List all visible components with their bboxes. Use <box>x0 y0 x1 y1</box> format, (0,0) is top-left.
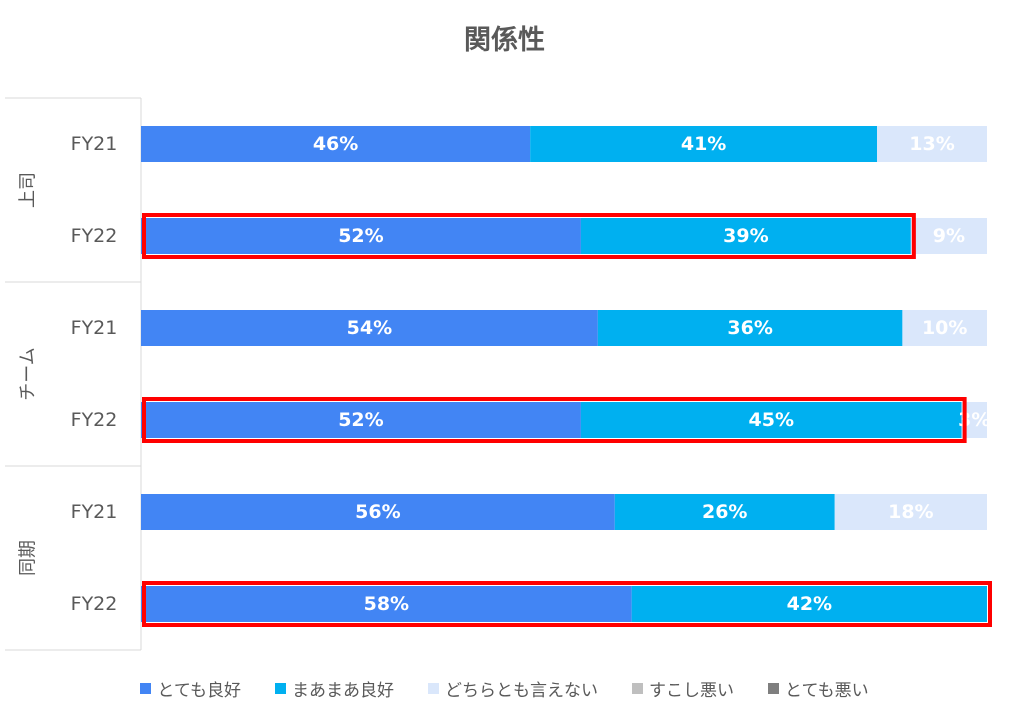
data-label: 56% <box>355 501 400 523</box>
group-label: チーム <box>18 347 39 400</box>
bar-segment <box>141 494 615 530</box>
bar-segment <box>877 126 987 162</box>
legend-swatch <box>275 683 286 694</box>
highlight-box <box>142 397 967 443</box>
category-tick-label: FY21 <box>71 501 118 523</box>
legend-item: どちらとも言えない <box>428 676 598 701</box>
bar-segment <box>141 218 581 254</box>
bar-segment <box>597 310 903 346</box>
category-tick-label: FY22 <box>71 409 118 431</box>
legend-swatch <box>428 683 439 694</box>
bar-segment <box>631 586 987 622</box>
data-label: 54% <box>347 317 392 339</box>
data-label: 9% <box>933 225 965 247</box>
data-label: 46% <box>313 133 358 155</box>
data-label: 52% <box>338 409 383 431</box>
legend-item: とても良好 <box>140 676 241 701</box>
legend-label: まあまあ良好 <box>292 681 394 701</box>
bar-segment <box>530 126 878 162</box>
bar-segment <box>141 126 531 162</box>
category-tick-label: FY21 <box>71 133 118 155</box>
category-tick-label: FY22 <box>71 225 118 247</box>
category-tick-label: FY22 <box>71 593 118 615</box>
legend-label: どちらとも言えない <box>445 681 598 701</box>
data-label: 45% <box>749 409 794 431</box>
bar-segment <box>141 586 632 622</box>
data-label: 58% <box>364 593 409 615</box>
highlight-box <box>142 581 992 627</box>
legend-label: とても悪い <box>785 681 869 701</box>
chart-title: 関係性 <box>464 25 545 56</box>
group-label: 上司 <box>18 172 39 208</box>
bar-segment <box>580 402 962 438</box>
group-label: 同期 <box>18 540 39 576</box>
legend-label: すこし悪い <box>649 681 734 701</box>
legend-swatch <box>140 683 152 694</box>
legend-item: すこし悪い <box>632 676 734 701</box>
highlight-box <box>142 213 916 259</box>
data-label: 26% <box>702 501 747 523</box>
legend-swatch <box>632 683 643 694</box>
bar-segment <box>141 310 598 346</box>
legend: とても良好 まあまあ良好 どちらとも言えない すこし悪い とても悪い <box>0 676 1009 701</box>
data-label: 18% <box>888 501 933 523</box>
data-label: 39% <box>723 225 768 247</box>
data-label: 42% <box>787 593 832 615</box>
bar-segment <box>614 494 835 530</box>
category-tick-label: FY21 <box>71 317 118 339</box>
data-label: 36% <box>727 317 772 339</box>
bar-segment <box>902 310 987 346</box>
legend-swatch <box>768 683 779 694</box>
bar-segment <box>834 494 987 530</box>
legend-item: とても悪い <box>768 676 869 701</box>
bar-segment <box>910 218 987 254</box>
data-label: 13% <box>909 133 954 155</box>
data-label: 41% <box>681 133 726 155</box>
legend-item: まあまあ良好 <box>275 676 394 701</box>
legend-label: とても良好 <box>157 681 241 701</box>
data-label: 52% <box>338 225 383 247</box>
data-label: 10% <box>922 317 967 339</box>
bar-segment <box>580 218 911 254</box>
bar-segment <box>141 402 581 438</box>
